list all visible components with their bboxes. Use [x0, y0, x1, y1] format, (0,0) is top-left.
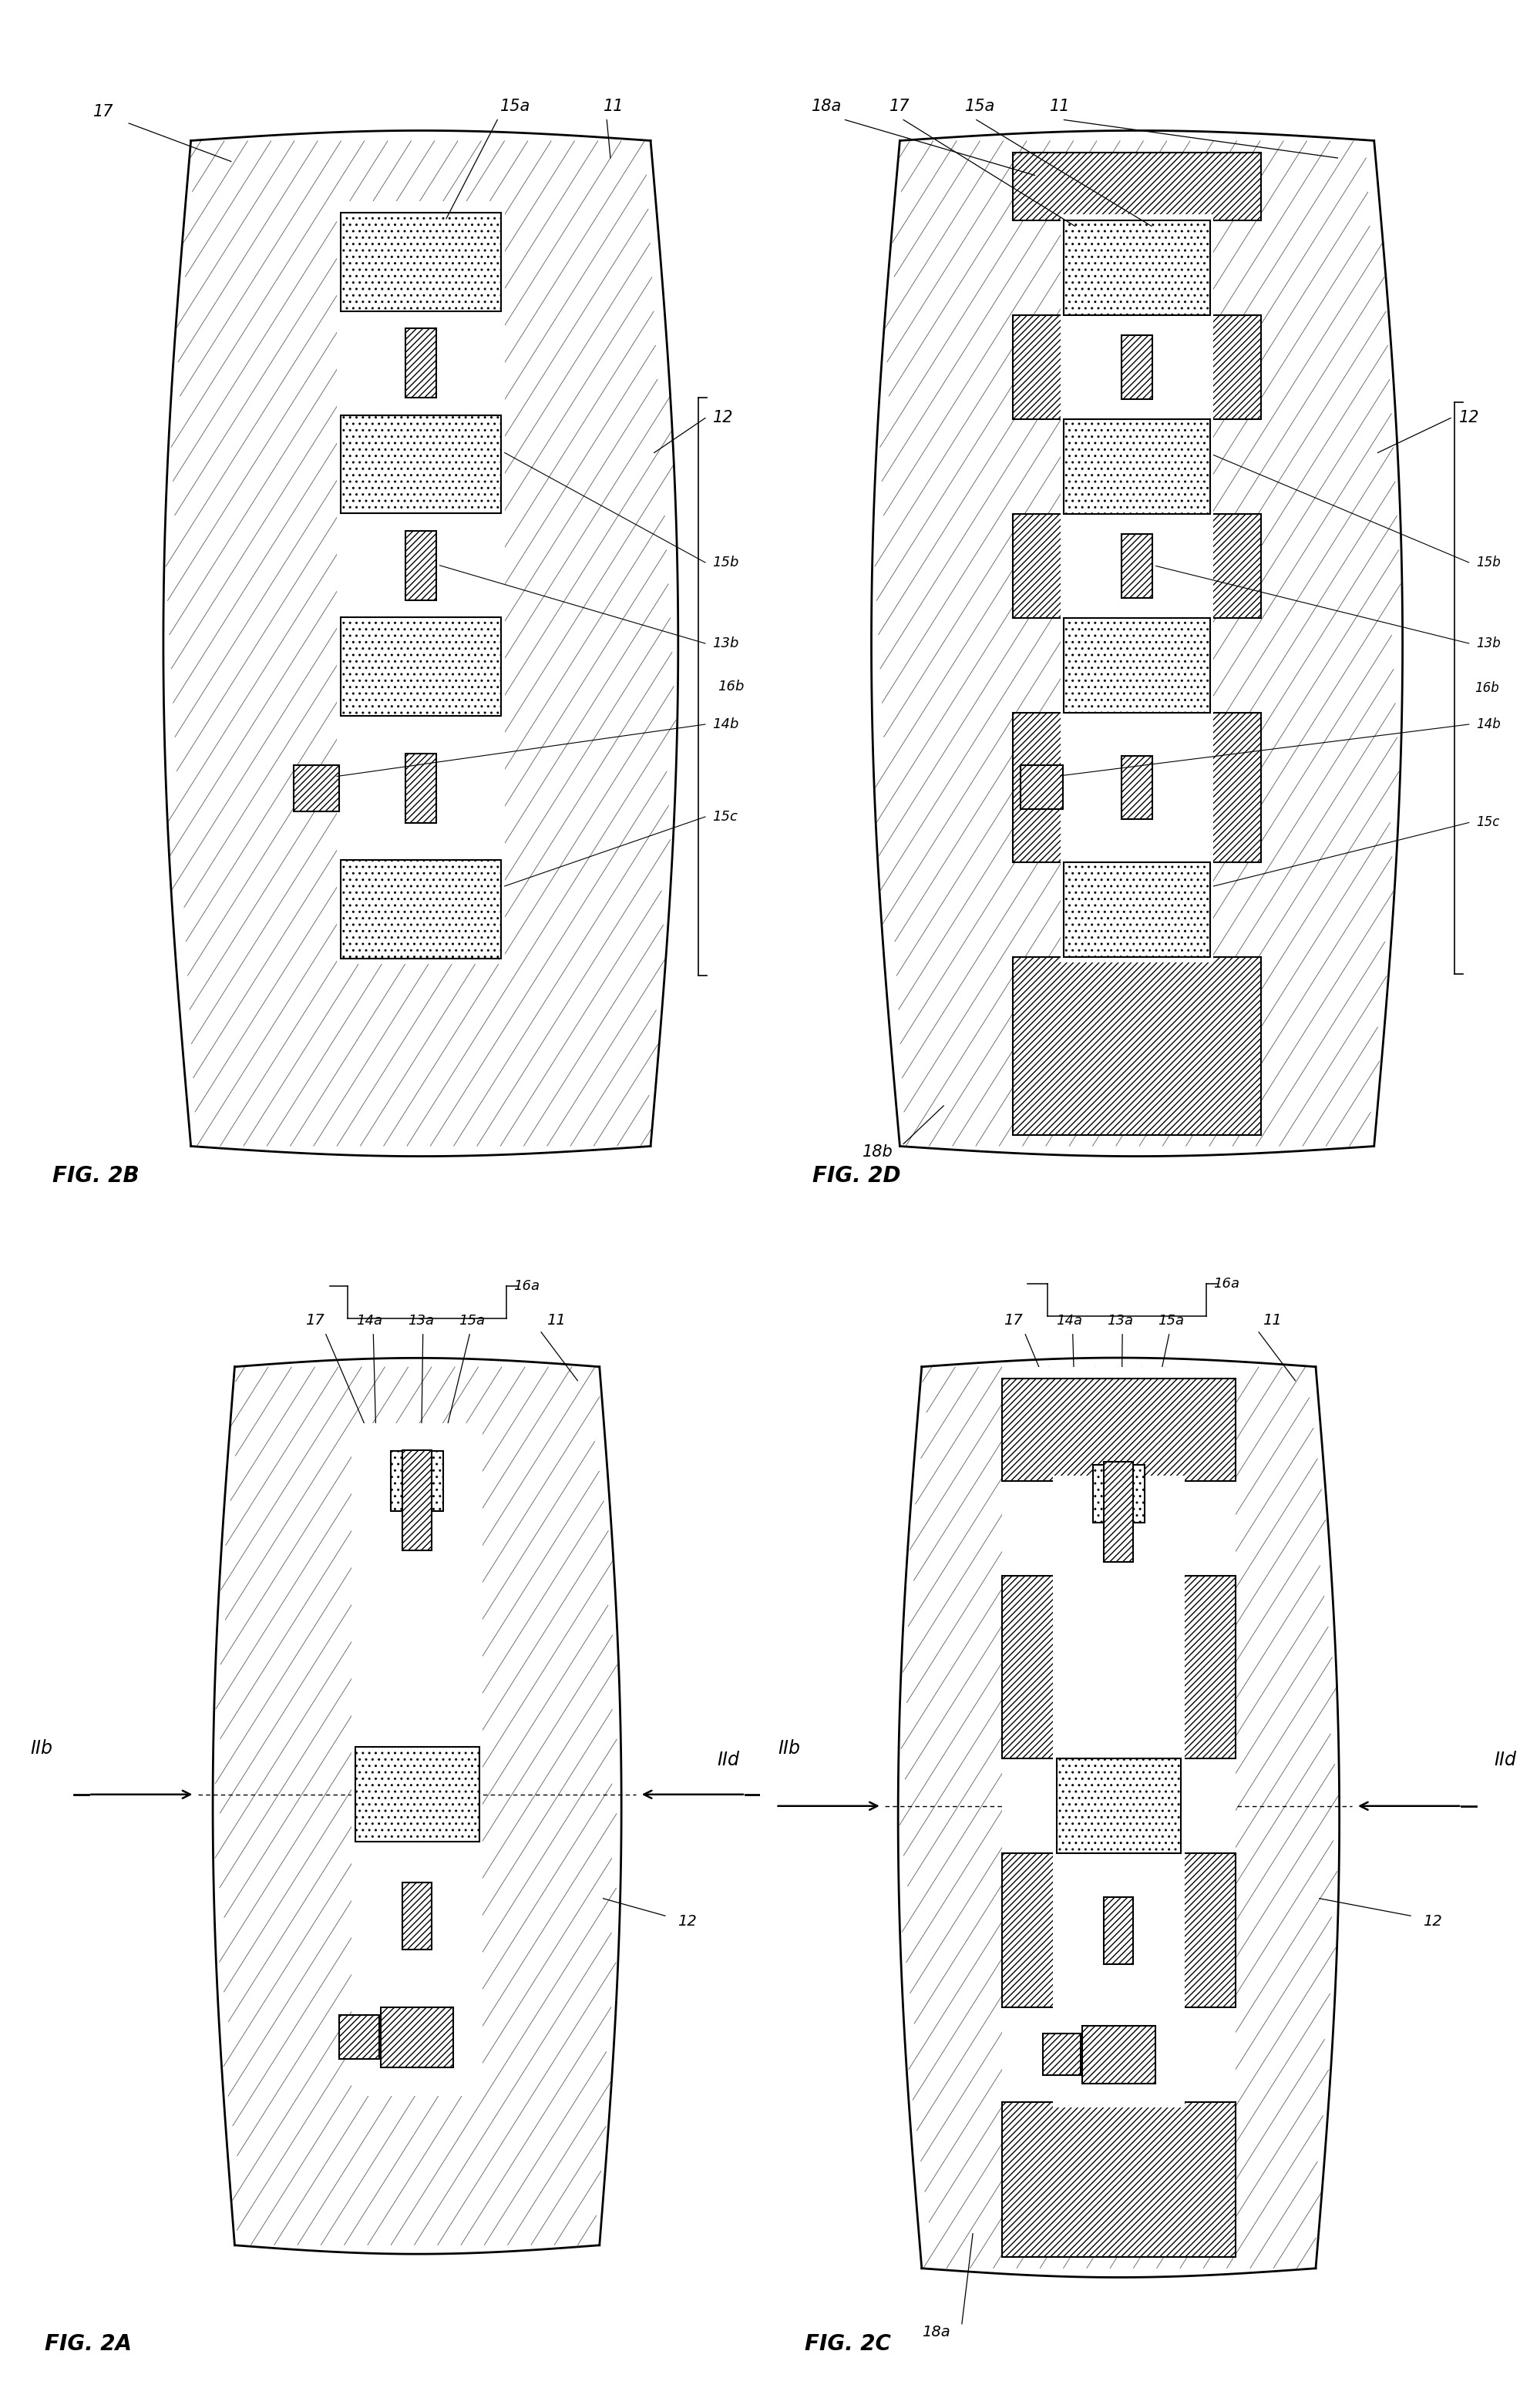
Text: 15a: 15a: [500, 99, 530, 113]
Bar: [1012, 513, 1262, 619]
Text: FIG. 2C: FIG. 2C: [806, 2333, 891, 2355]
Text: 14a: 14a: [1056, 1315, 1082, 1327]
Bar: [1012, 956, 1262, 1134]
Bar: [1064, 619, 1210, 713]
Bar: [1064, 862, 1210, 956]
Bar: [1002, 1377, 1236, 1481]
Bar: [1104, 1898, 1134, 1965]
Text: 18b: 18b: [863, 1144, 894, 1161]
Bar: [1122, 535, 1152, 597]
Text: 16a: 16a: [514, 1279, 540, 1293]
Bar: [1012, 315, 1262, 419]
Bar: [340, 616, 502, 715]
Bar: [391, 1452, 444, 1512]
Bar: [351, 1423, 483, 2095]
Text: 11: 11: [546, 1312, 565, 1327]
Polygon shape: [213, 1358, 622, 2254]
Text: FIG. 2D: FIG. 2D: [812, 1165, 900, 1187]
Text: 15a: 15a: [1158, 1315, 1184, 1327]
Bar: [1061, 214, 1213, 963]
Text: 11: 11: [1263, 1312, 1281, 1327]
Bar: [1122, 335, 1152, 400]
Bar: [1082, 2025, 1155, 2083]
Text: FIG. 2A: FIG. 2A: [46, 2333, 132, 2355]
Text: 14b: 14b: [713, 718, 739, 732]
Bar: [1064, 419, 1210, 513]
Text: 17: 17: [93, 104, 114, 120]
Text: 17: 17: [1003, 1312, 1023, 1327]
Text: 15a: 15a: [965, 99, 996, 113]
Text: 13b: 13b: [713, 636, 739, 650]
Bar: [1012, 713, 1262, 862]
Bar: [1064, 222, 1210, 315]
Polygon shape: [871, 130, 1403, 1156]
Bar: [1002, 1575, 1236, 1758]
Text: IIb: IIb: [30, 1739, 53, 1758]
Bar: [340, 860, 502, 958]
Bar: [356, 1748, 479, 1842]
Text: 14a: 14a: [357, 1315, 383, 1327]
Bar: [1002, 2102, 1236, 2256]
Bar: [340, 212, 502, 311]
Text: 17: 17: [889, 99, 910, 113]
Bar: [1056, 1758, 1181, 1854]
Bar: [1020, 766, 1062, 809]
Bar: [1122, 756, 1152, 819]
Text: IIb: IIb: [778, 1739, 801, 1758]
Text: 11: 11: [1050, 99, 1070, 113]
Text: 15a: 15a: [459, 1315, 485, 1327]
Text: 16a: 16a: [1213, 1276, 1240, 1291]
Text: 12: 12: [1459, 409, 1479, 426]
Text: IId: IId: [1494, 1751, 1517, 1770]
Text: 15c: 15c: [713, 809, 737, 824]
Text: 14b: 14b: [1476, 718, 1500, 732]
Bar: [337, 202, 505, 963]
Text: 17: 17: [306, 1312, 324, 1327]
Text: 18a: 18a: [812, 99, 842, 113]
Text: 13b: 13b: [1476, 636, 1500, 650]
Text: 15c: 15c: [1476, 816, 1500, 828]
Bar: [1002, 1368, 1236, 2256]
Polygon shape: [898, 1358, 1339, 2278]
Bar: [403, 1450, 432, 1551]
Bar: [1012, 152, 1262, 222]
Bar: [1002, 1854, 1236, 2008]
Bar: [340, 414, 502, 513]
Text: 11: 11: [603, 99, 625, 113]
Bar: [406, 327, 436, 397]
Text: 12: 12: [1423, 1914, 1442, 1929]
Bar: [1061, 214, 1213, 963]
Text: 15b: 15b: [1476, 556, 1500, 568]
Text: 18a: 18a: [923, 2324, 950, 2338]
Bar: [406, 530, 436, 600]
Text: 16b: 16b: [1474, 681, 1499, 696]
Text: 13a: 13a: [1107, 1315, 1134, 1327]
Text: 12: 12: [678, 1914, 696, 1929]
Polygon shape: [163, 130, 678, 1156]
Bar: [339, 2015, 378, 2059]
Text: 13a: 13a: [407, 1315, 433, 1327]
Text: 16b: 16b: [717, 679, 745, 694]
Bar: [1104, 1462, 1134, 1563]
Bar: [1053, 1476, 1184, 2107]
Bar: [293, 766, 339, 811]
Text: FIG. 2B: FIG. 2B: [52, 1165, 140, 1187]
Bar: [406, 754, 436, 824]
Bar: [1093, 1464, 1145, 1522]
Bar: [403, 1883, 432, 1950]
Text: IId: IId: [717, 1751, 740, 1770]
Text: 12: 12: [713, 409, 734, 426]
Text: 15b: 15b: [713, 556, 739, 568]
Bar: [380, 2008, 453, 2066]
Bar: [1043, 2035, 1081, 2076]
